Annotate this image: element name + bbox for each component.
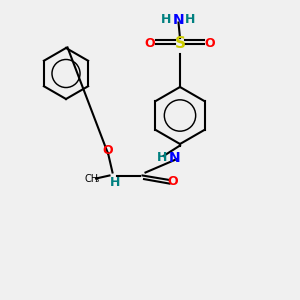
- Text: O: O: [145, 37, 155, 50]
- Text: S: S: [175, 36, 185, 51]
- Text: O: O: [167, 175, 178, 188]
- Text: H: H: [157, 151, 167, 164]
- Text: N: N: [169, 151, 181, 164]
- Text: H: H: [110, 176, 120, 190]
- Text: H: H: [185, 13, 196, 26]
- Text: CH: CH: [84, 173, 99, 184]
- Text: H: H: [161, 13, 172, 26]
- Text: N: N: [173, 13, 184, 26]
- Text: O: O: [103, 143, 113, 157]
- Text: 3: 3: [95, 177, 99, 183]
- Text: O: O: [205, 37, 215, 50]
